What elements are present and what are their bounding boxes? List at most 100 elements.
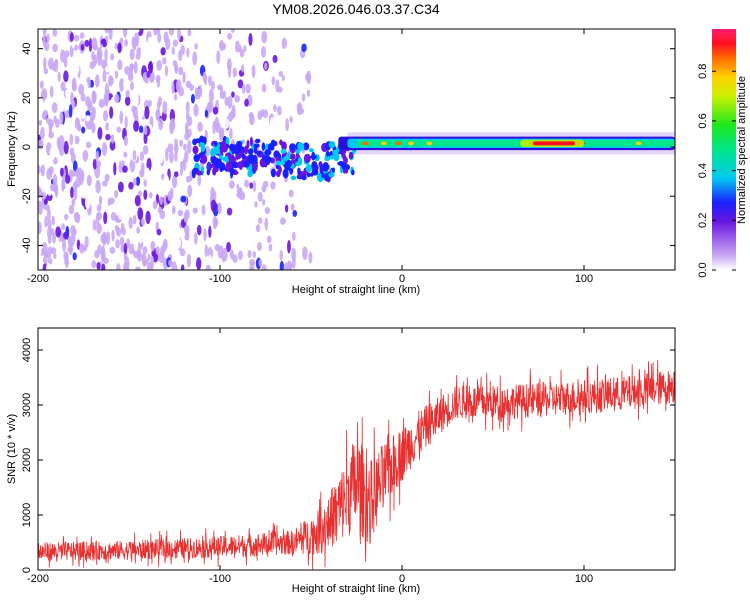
carrier-peak [362, 141, 369, 146]
noise-speckle [147, 36, 153, 47]
noise-speckle [261, 30, 268, 44]
noise-speckle [257, 217, 263, 224]
noise-speckle [217, 202, 222, 215]
transition-blob [311, 168, 319, 176]
transition-blob [279, 139, 283, 146]
noise-speckle [136, 29, 140, 33]
noise-speckle [74, 34, 80, 42]
spectrogram-heatmap [38, 29, 675, 270]
noise-speckle [264, 217, 269, 231]
noise-speckle [261, 198, 266, 206]
noise-speckle [186, 47, 190, 58]
noise-speckle [117, 181, 124, 193]
noise-speckle [146, 70, 151, 78]
noise-speckle [238, 250, 243, 261]
noise-speckle [177, 29, 181, 41]
noise-speckle [238, 240, 243, 251]
transition-blob [328, 141, 336, 149]
colorbar-tick-label: 0.2 [697, 213, 709, 228]
noise-speckle [233, 185, 238, 197]
noise-speckle [249, 182, 254, 189]
noise-speckle [229, 251, 234, 258]
noise-speckle [96, 47, 103, 62]
noise-speckle [42, 34, 46, 47]
noise-speckle [179, 248, 186, 257]
transition-blob [301, 175, 307, 181]
noise-speckle [124, 66, 131, 75]
noise-speckle [96, 262, 101, 270]
noise-speckle [139, 107, 145, 119]
noise-speckle [171, 81, 175, 95]
transition-blob [241, 153, 246, 160]
noise-speckle [288, 189, 294, 198]
noise-speckle [134, 38, 139, 47]
noise-speckle [38, 202, 43, 215]
noise-speckle [308, 251, 313, 264]
noise-speckle [71, 40, 76, 49]
noise-speckle [148, 99, 152, 107]
noise-speckle [112, 180, 119, 192]
noise-speckle [114, 42, 119, 50]
transition-blob [192, 145, 199, 155]
noise-speckle [232, 254, 238, 263]
noise-speckle [171, 205, 176, 215]
noise-speckle [184, 132, 190, 141]
noise-speckle [177, 209, 184, 217]
noise-speckle [229, 180, 235, 189]
transition-blob [229, 168, 235, 174]
noise-speckle [244, 202, 248, 212]
transition-blob [265, 155, 271, 165]
noise-speckle [73, 211, 80, 223]
noise-speckle [217, 84, 223, 91]
transition-blob [282, 168, 289, 179]
spectrogram-x-label: Height of straight line (km) [292, 284, 420, 296]
transition-blob [331, 167, 335, 173]
noise-speckle [105, 133, 111, 141]
noise-speckle [262, 109, 269, 119]
noise-speckle [62, 238, 67, 253]
noise-speckle [40, 164, 46, 177]
noise-speckle [246, 61, 251, 73]
noise-speckle [273, 104, 277, 112]
noise-speckle [80, 93, 86, 102]
noise-speckle [278, 70, 283, 78]
noise-speckle [190, 93, 195, 104]
transition-blob [222, 156, 227, 162]
noise-speckle [53, 88, 59, 98]
noise-speckle [169, 150, 174, 164]
noise-speckle [278, 29, 283, 40]
noise-speckle [45, 262, 52, 270]
noise-speckle [65, 89, 69, 98]
noise-speckle [175, 259, 182, 267]
spectrogram-x-tick-label: 100 [575, 273, 593, 285]
noise-speckle [287, 239, 291, 254]
colorbar-tick-label: 0.0 [697, 262, 709, 277]
noise-speckle [127, 72, 134, 82]
noise-speckle [86, 174, 92, 187]
noise-speckle [109, 76, 114, 85]
noise-speckle [91, 122, 96, 134]
noise-speckle [180, 160, 184, 169]
noise-speckle [67, 235, 72, 246]
noise-speckle [281, 37, 288, 50]
carrier-peak-segment [533, 141, 575, 146]
noise-speckle [198, 107, 203, 122]
noise-speckle [132, 149, 137, 161]
noise-speckle [85, 115, 91, 122]
noise-speckle [61, 223, 66, 230]
noise-speckle [145, 167, 150, 181]
spectrogram-x-tick-label: 0 [399, 273, 405, 285]
noise-speckle [88, 38, 93, 52]
noise-speckle [302, 246, 308, 260]
snr-y-tick-label: 3000 [21, 393, 33, 417]
noise-speckle [59, 104, 65, 112]
noise-speckle [155, 246, 160, 255]
noise-speckle [129, 48, 135, 61]
noise-speckle [143, 223, 149, 231]
noise-speckle [104, 173, 110, 182]
noise-speckle [267, 194, 271, 203]
noise-speckle [197, 173, 202, 187]
colorbar-gradient [712, 29, 736, 270]
noise-speckle [64, 189, 69, 199]
